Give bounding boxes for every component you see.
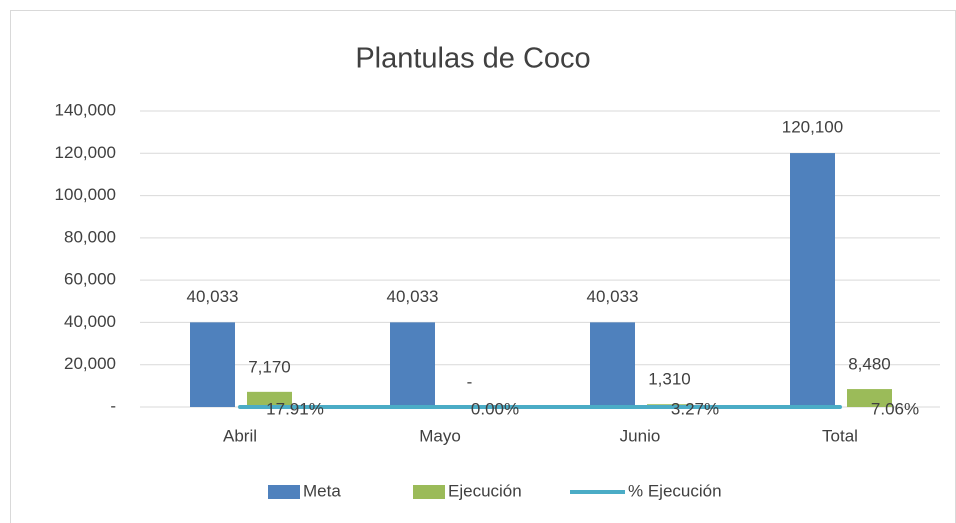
data-label: 40,033 xyxy=(387,287,439,306)
chart-title: Plantulas de Coco xyxy=(355,43,590,75)
bar xyxy=(790,153,835,407)
x-tick-label: Mayo xyxy=(419,426,461,445)
data-label: 120,100 xyxy=(782,118,843,137)
y-tick-label: 80,000 xyxy=(64,227,116,246)
data-label: - xyxy=(467,372,473,391)
y-tick-label: 120,000 xyxy=(55,143,116,162)
bar xyxy=(390,322,435,407)
y-tick-label: 100,000 xyxy=(55,185,116,204)
bar xyxy=(590,322,635,407)
data-label: 8,480 xyxy=(848,355,891,374)
y-tick-label: 40,000 xyxy=(64,312,116,331)
x-tick-label: Total xyxy=(822,426,858,445)
data-label: 0.00% xyxy=(471,399,519,418)
y-tick-label: 20,000 xyxy=(64,354,116,373)
x-tick-label: Abril xyxy=(223,426,257,445)
legend-label: Ejecución xyxy=(448,481,522,500)
bar xyxy=(190,322,235,407)
bar xyxy=(247,391,292,407)
y-tick-label: 140,000 xyxy=(55,100,116,119)
legend-label: % Ejecución xyxy=(628,481,722,500)
y-tick-label: 60,000 xyxy=(64,270,116,289)
x-tick-label: Junio xyxy=(620,426,661,445)
data-label: 1,310 xyxy=(648,370,691,389)
y-tick-label: - xyxy=(110,396,116,415)
data-label: 7.06% xyxy=(871,399,919,418)
data-label: 7,170 xyxy=(248,357,291,376)
legend-swatch xyxy=(413,485,445,499)
legend-label: Meta xyxy=(303,481,341,500)
data-label: 17.91% xyxy=(266,399,324,418)
data-label: 40,033 xyxy=(187,287,239,306)
bar xyxy=(847,389,892,407)
legend-swatch xyxy=(268,485,300,499)
data-label: 40,033 xyxy=(587,287,639,306)
data-label: 3.27% xyxy=(671,399,719,418)
